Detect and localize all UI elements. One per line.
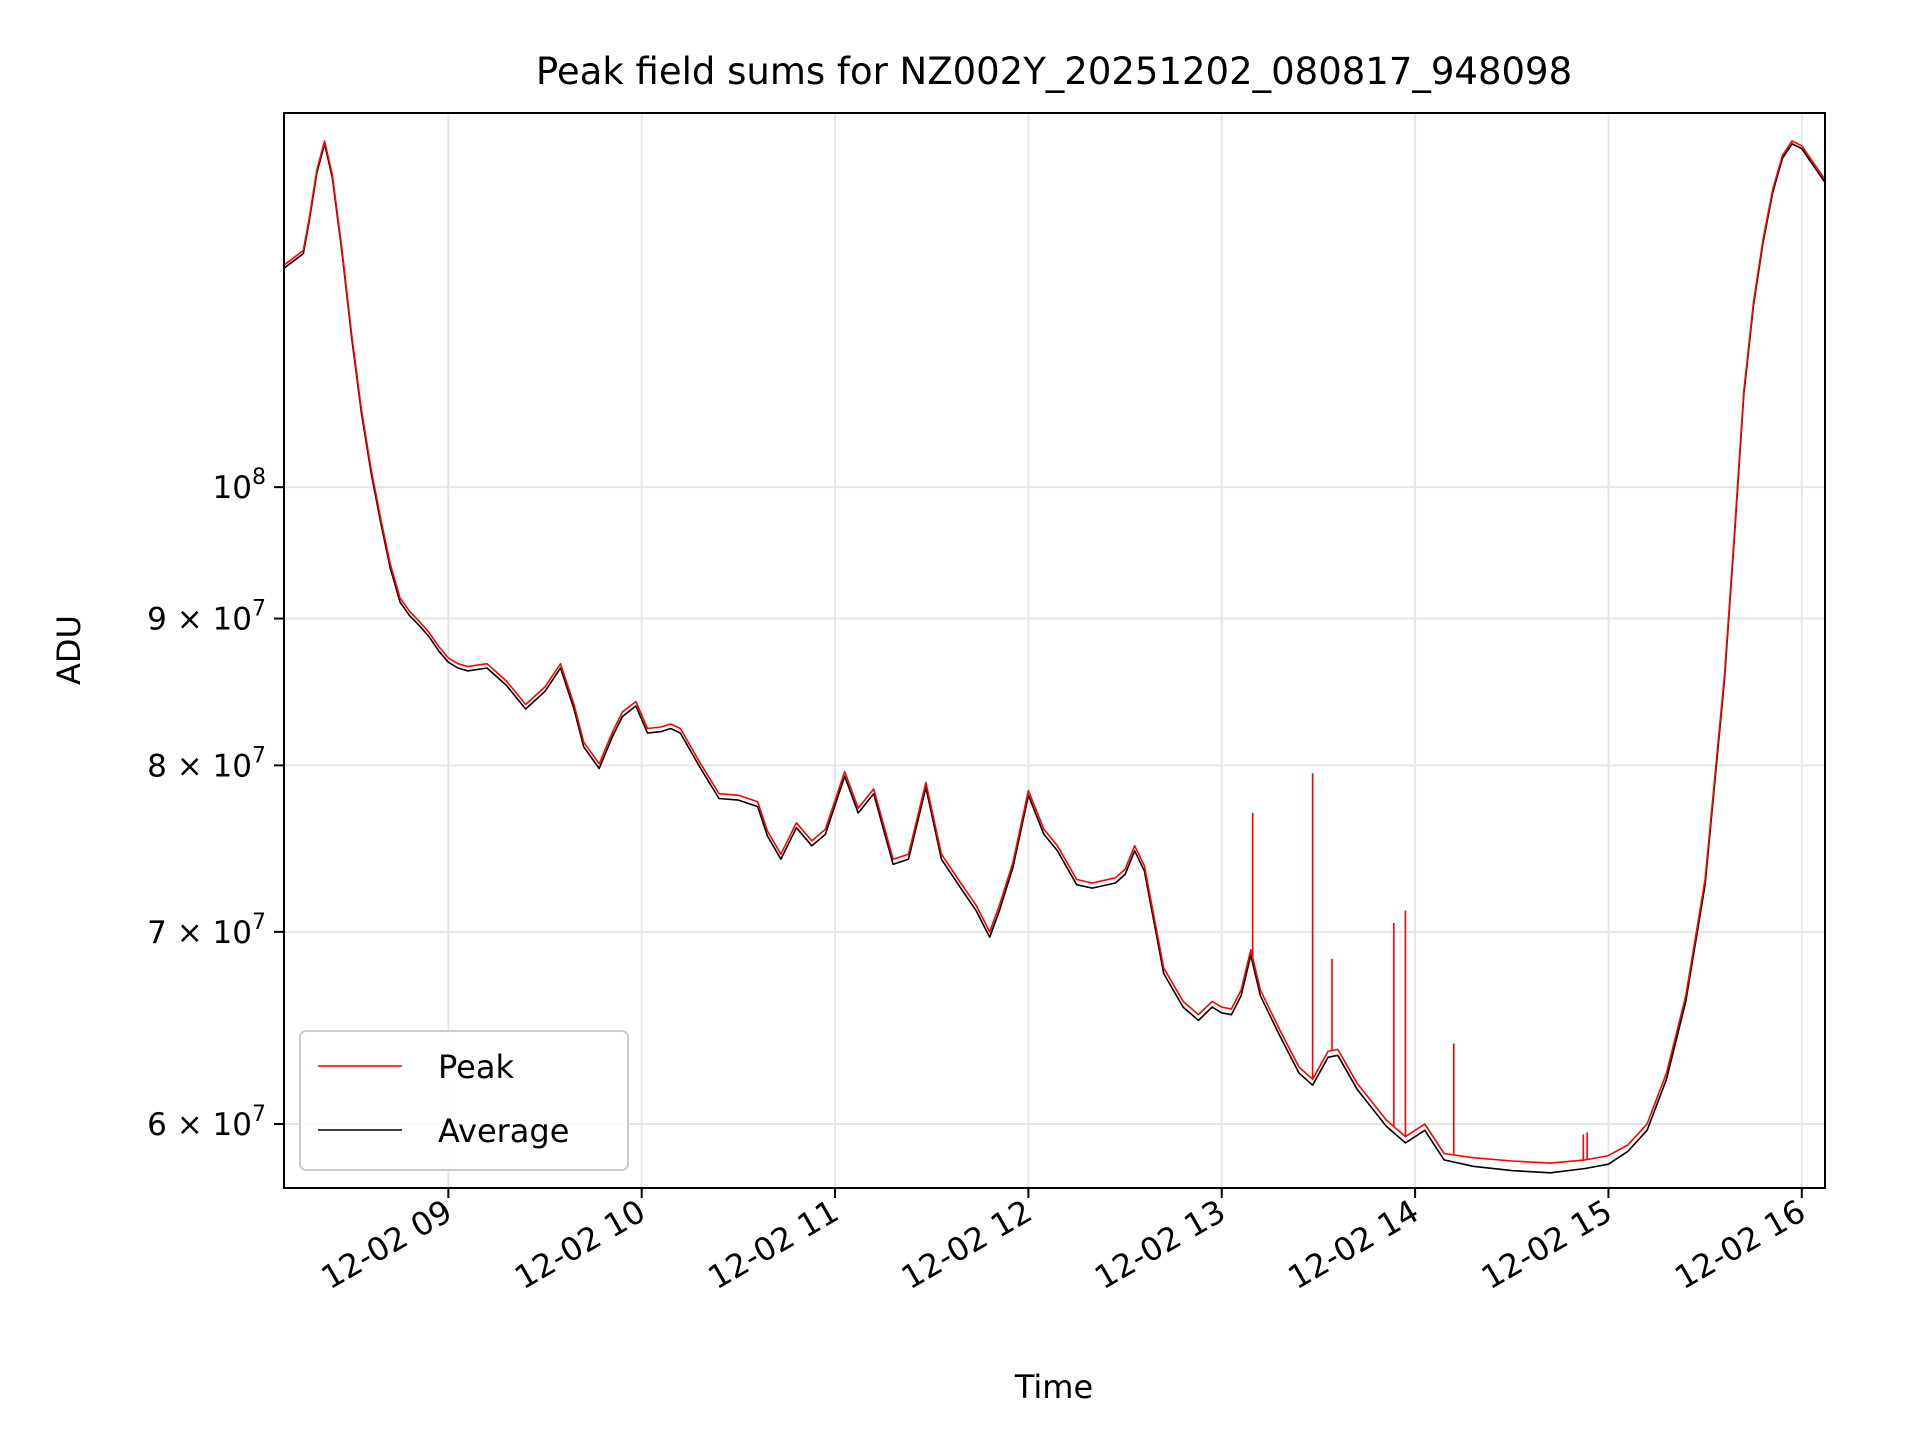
grid <box>284 113 1825 1188</box>
y-tick-label-2: 8 × 107 <box>147 743 266 784</box>
y-axis-label: ADU <box>50 615 88 685</box>
plot-frame <box>283 112 1826 1189</box>
series-line-peak <box>283 140 1826 1164</box>
y-tick-label-1: 7 × 107 <box>147 910 266 951</box>
y-tick-label-3: 9 × 107 <box>147 597 266 638</box>
series-layer <box>283 140 1826 1174</box>
x-axis-label: Time <box>1014 1368 1093 1406</box>
chart-title: Peak field sums for NZ002Y_20251202_0808… <box>536 50 1572 93</box>
legend-label-peak: Peak <box>438 1048 514 1086</box>
legend-label-average: Average <box>438 1112 569 1150</box>
legend: Peak Average <box>299 1030 629 1171</box>
series-line-average <box>283 143 1826 1174</box>
y-tick-label-0: 6 × 107 <box>147 1102 266 1143</box>
